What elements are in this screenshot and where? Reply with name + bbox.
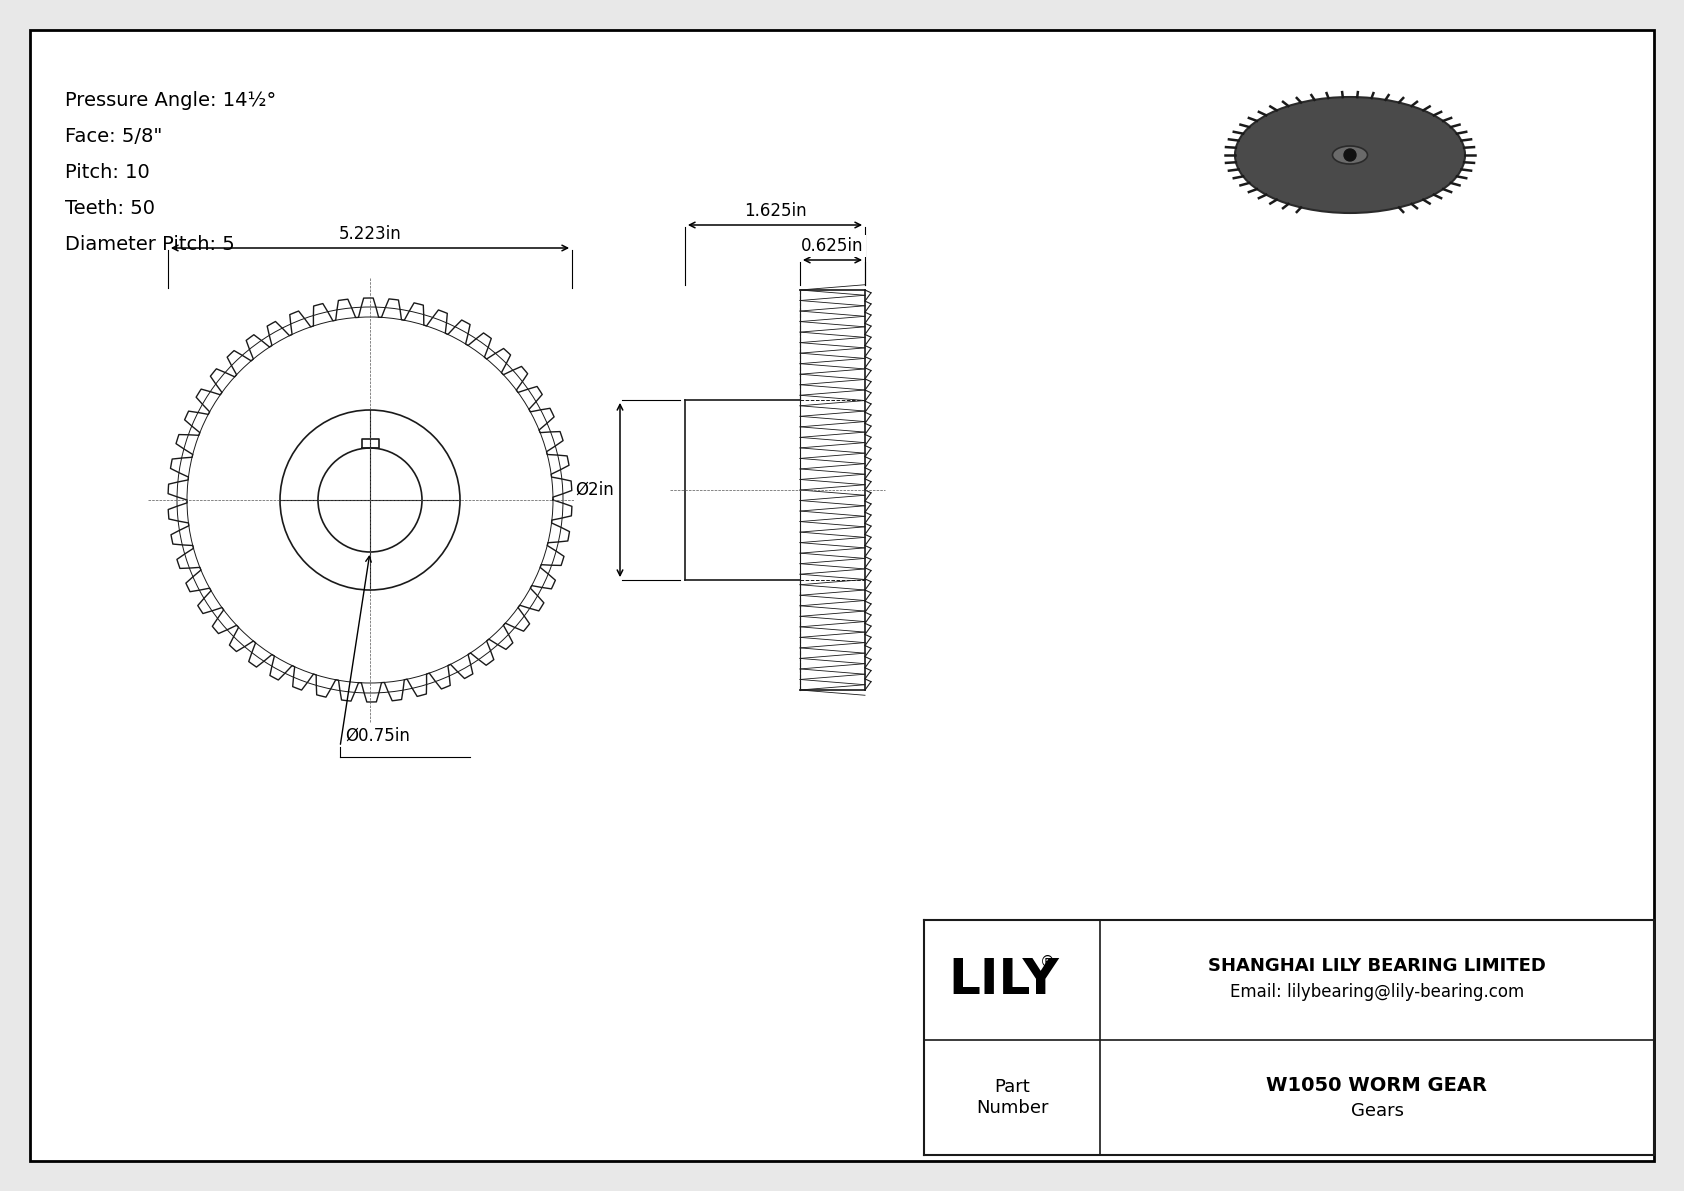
Text: 5.223in: 5.223in	[338, 225, 401, 243]
Text: Face: 5/8": Face: 5/8"	[66, 126, 162, 145]
Ellipse shape	[1332, 146, 1367, 164]
Text: Diameter Pitch: 5: Diameter Pitch: 5	[66, 235, 234, 254]
Text: LILY: LILY	[948, 956, 1059, 1004]
Text: 0.625in: 0.625in	[802, 237, 864, 255]
Text: ®: ®	[1039, 954, 1054, 969]
Text: Ø0.75in: Ø0.75in	[345, 727, 409, 746]
Ellipse shape	[1234, 96, 1465, 213]
Text: W1050 WORM GEAR: W1050 WORM GEAR	[1266, 1075, 1487, 1095]
Text: Ø2in: Ø2in	[576, 481, 615, 499]
Text: Pitch: 10: Pitch: 10	[66, 162, 150, 181]
Text: SHANGHAI LILY BEARING LIMITED: SHANGHAI LILY BEARING LIMITED	[1207, 958, 1546, 975]
Circle shape	[1344, 149, 1356, 161]
Text: Gears: Gears	[1351, 1103, 1403, 1121]
Text: Pressure Angle: 14½°: Pressure Angle: 14½°	[66, 91, 276, 110]
Text: 1.625in: 1.625in	[744, 202, 807, 220]
Text: Part
Number: Part Number	[975, 1078, 1047, 1117]
Text: Teeth: 50: Teeth: 50	[66, 199, 155, 218]
Text: Email: lilybearing@lily-bearing.com: Email: lilybearing@lily-bearing.com	[1229, 983, 1524, 1000]
